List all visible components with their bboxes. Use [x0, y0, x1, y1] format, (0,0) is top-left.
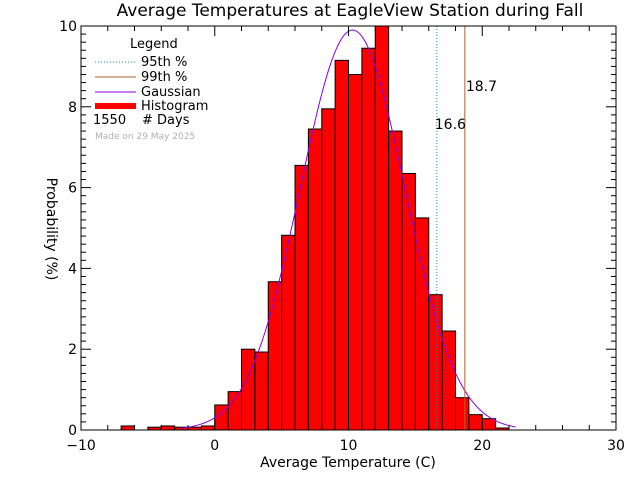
- legend-title: Legend: [130, 37, 178, 52]
- x-tick-label: 30: [607, 438, 625, 454]
- y-tick-label: 8: [68, 100, 77, 116]
- y-tick-label: 6: [68, 181, 77, 197]
- histogram-bar: [455, 397, 470, 431]
- histogram-bar: [414, 217, 430, 431]
- y-axis-label: Probability (%): [43, 178, 59, 281]
- histogram-bar: [334, 59, 349, 431]
- legend-p95-label: 95th %: [141, 55, 187, 70]
- histogram-bar: [348, 73, 363, 431]
- histogram-bar: [468, 414, 483, 431]
- legend-days-label: # Days: [142, 113, 190, 128]
- legend-days-count: 1550: [93, 113, 126, 128]
- histogram-bar: [374, 25, 390, 431]
- legend-p99-label: 99th %: [141, 70, 187, 85]
- histogram-bar: [160, 425, 176, 431]
- x-tick-label: 20: [473, 438, 491, 454]
- histogram-bar: [321, 108, 336, 431]
- y-tick-label: 2: [68, 342, 77, 358]
- y-tick-label: 4: [68, 261, 77, 277]
- histogram-bar: [120, 425, 135, 431]
- histogram-bar: [241, 348, 256, 431]
- x-axis-label: Average Temperature (C): [260, 455, 436, 471]
- histogram-bars: [120, 25, 510, 431]
- histogram-bar: [481, 418, 497, 431]
- y-tick-label: 0: [68, 423, 77, 439]
- x-tick-label: 10: [340, 438, 358, 454]
- histogram-bar: [254, 351, 269, 431]
- legend: Legend 95th % 99th % Gaussian Histogram …: [93, 37, 208, 128]
- histogram-bar: [428, 294, 443, 431]
- histogram-bar: [267, 281, 283, 431]
- x-tick-label: 0: [210, 438, 219, 454]
- p95-value-label: 16.6: [435, 117, 466, 133]
- histogram-bar: [361, 47, 376, 431]
- x-tick-label: −10: [66, 438, 96, 454]
- chart-title: Average Temperatures at EagleView Statio…: [117, 1, 584, 21]
- y-axis: 0 2 4 6 8 10: [59, 19, 616, 439]
- histogram-bar: [200, 425, 216, 431]
- p99-value-label: 18.7: [466, 79, 497, 95]
- y-tick-label: 10: [59, 19, 77, 35]
- legend-gaussian-label: Gaussian: [141, 85, 201, 100]
- histogram-bar: [307, 128, 323, 431]
- histogram-bar: [227, 391, 242, 431]
- legend-histogram-label: Histogram: [141, 99, 208, 114]
- credit-text: Made on 29 May 2025: [95, 132, 195, 142]
- histogram-bar: [388, 130, 403, 431]
- histogram-bar: [401, 172, 416, 431]
